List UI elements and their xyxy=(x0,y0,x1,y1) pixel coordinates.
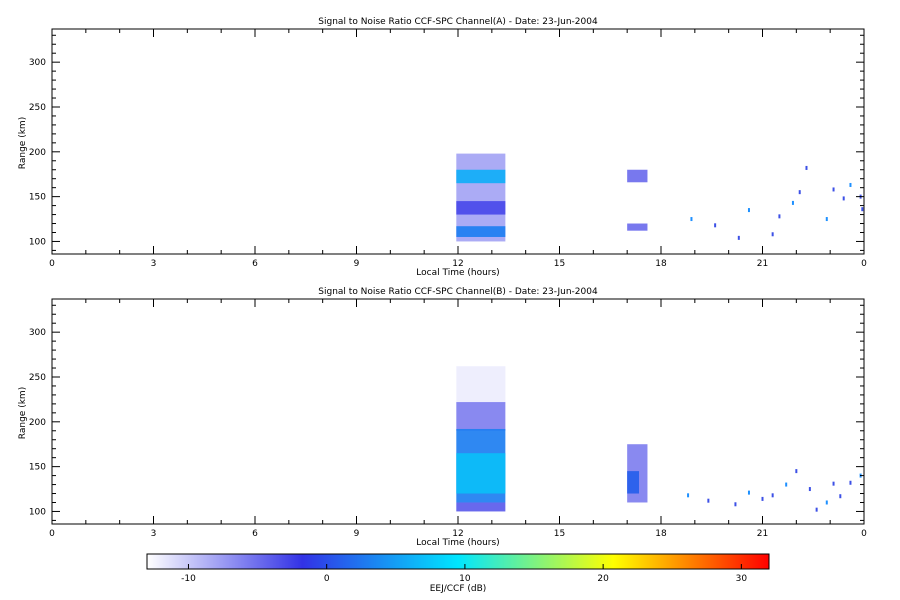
y-axis-label-b: Range (km) xyxy=(18,387,28,439)
colorbar-tick-label-1: 0 xyxy=(324,574,330,584)
scatter-point-a-12 xyxy=(849,182,852,187)
scatter-point-b-10 xyxy=(832,481,835,486)
colorbar-tick-label-3: 20 xyxy=(597,574,609,584)
panel-channel-a: Signal to Noise Ratio CCF-SPC Channel(A)… xyxy=(18,17,867,278)
colorbar-label: EEJ/CCF (dB) xyxy=(430,584,487,594)
scatter-point-a-8 xyxy=(805,165,808,170)
y-tick-label-b-300: 300 xyxy=(29,328,46,338)
y-tick-label-a-250: 250 xyxy=(29,103,46,113)
x-tick-label-b-2: 6 xyxy=(252,529,258,539)
colorbar-tick-label-4: 30 xyxy=(736,574,748,584)
x-tick-label-a-6: 18 xyxy=(655,259,667,269)
colorbar-gradient xyxy=(146,553,770,570)
scatter-point-a-1 xyxy=(714,223,717,228)
x-tick-label-b-1: 3 xyxy=(151,529,157,539)
echo-region-b-3 xyxy=(456,453,506,494)
x-tick-label-a-5: 15 xyxy=(554,259,565,269)
y-tick-label-a-150: 150 xyxy=(29,193,46,203)
x-tick-label-b-3: 9 xyxy=(354,529,360,539)
x-tick-label-a-1: 3 xyxy=(151,259,157,269)
colorbar-tick-label-2: 10 xyxy=(459,574,471,584)
x-tick-label-b-8: 0 xyxy=(861,529,867,539)
x-tick-label-b-4: 12 xyxy=(452,529,463,539)
echo-region-b-0 xyxy=(456,366,506,404)
echo-region-a-4 xyxy=(627,169,648,183)
scatter-point-b-7 xyxy=(795,469,798,474)
y-tick-label-b-150: 150 xyxy=(29,463,46,473)
x-axis-label-a: Local Time (hours) xyxy=(416,268,499,278)
scatter-point-a-6 xyxy=(791,200,794,205)
scatter-point-b-0 xyxy=(687,493,690,498)
echo-region-a-2 xyxy=(456,226,506,237)
scatter-point-b-8 xyxy=(808,487,811,492)
x-tick-label-b-7: 21 xyxy=(757,529,768,539)
chart-title-a: Signal to Noise Ratio CCF-SPC Channel(A)… xyxy=(318,17,598,27)
x-tick-label-b-5: 15 xyxy=(554,529,565,539)
scatter-point-b-11 xyxy=(849,480,852,485)
panel-channel-b: Signal to Noise Ratio CCF-SPC Channel(B)… xyxy=(18,287,867,548)
plot-area-b xyxy=(456,366,862,512)
y-tick-label-b-200: 200 xyxy=(29,418,46,428)
x-tick-label-a-2: 6 xyxy=(252,259,258,269)
x-axis-label-b: Local Time (hours) xyxy=(416,538,499,548)
x-tick-label-b-0: 0 xyxy=(49,529,55,539)
y-tick-label-b-250: 250 xyxy=(29,373,46,383)
x-tick-label-a-0: 0 xyxy=(49,259,55,269)
echo-region-a-3 xyxy=(456,201,506,215)
scatter-point-b-1 xyxy=(707,498,710,503)
scatter-point-b-5 xyxy=(771,493,774,498)
scatter-point-b-14 xyxy=(839,494,842,499)
scatter-point-a-10 xyxy=(832,187,835,192)
x-tick-label-b-6: 18 xyxy=(655,529,667,539)
scatter-point-b-2 xyxy=(734,502,737,507)
y-tick-label-a-200: 200 xyxy=(29,148,46,158)
x-tick-label-a-8: 0 xyxy=(861,259,867,269)
echo-region-b-6 xyxy=(627,471,640,494)
plot-area-a xyxy=(456,153,864,242)
y-tick-label-a-300: 300 xyxy=(29,58,46,68)
echo-region-b-4 xyxy=(456,502,506,512)
scatter-point-a-14 xyxy=(861,207,864,212)
scatter-point-a-4 xyxy=(771,232,774,237)
y-tick-label-b-100: 100 xyxy=(29,507,46,517)
scatter-point-a-7 xyxy=(798,190,801,195)
scatter-point-b-4 xyxy=(761,496,764,501)
x-tick-label-a-4: 12 xyxy=(452,259,463,269)
scatter-point-b-3 xyxy=(747,490,750,495)
scatter-point-b-9 xyxy=(825,500,828,505)
scatter-point-a-5 xyxy=(778,214,781,219)
colorbar: -10 0 10 20 30 EEJ/CCF (dB) xyxy=(146,553,770,594)
scatter-point-a-0 xyxy=(690,217,693,222)
y-axis-label-a: Range (km) xyxy=(18,117,28,169)
scatter-point-a-3 xyxy=(747,208,750,213)
scatter-point-a-9 xyxy=(825,217,828,222)
colorbar-ticks: -10 0 10 20 30 xyxy=(181,564,747,584)
x-tick-label-a-7: 21 xyxy=(757,259,768,269)
scatter-point-a-11 xyxy=(842,196,845,201)
colorbar-tick-label-0: -10 xyxy=(181,574,196,584)
scatter-point-b-6 xyxy=(785,482,788,487)
scatter-point-b-13 xyxy=(815,507,818,512)
echo-region-b-1 xyxy=(456,402,506,431)
echo-region-a-1 xyxy=(456,169,506,184)
chart-title-b: Signal to Noise Ratio CCF-SPC Channel(B)… xyxy=(318,287,598,297)
scatter-point-a-2 xyxy=(737,235,740,240)
y-tick-label-a-100: 100 xyxy=(29,237,46,247)
x-tick-label-a-3: 9 xyxy=(354,259,360,269)
echo-region-a-5 xyxy=(627,223,648,231)
